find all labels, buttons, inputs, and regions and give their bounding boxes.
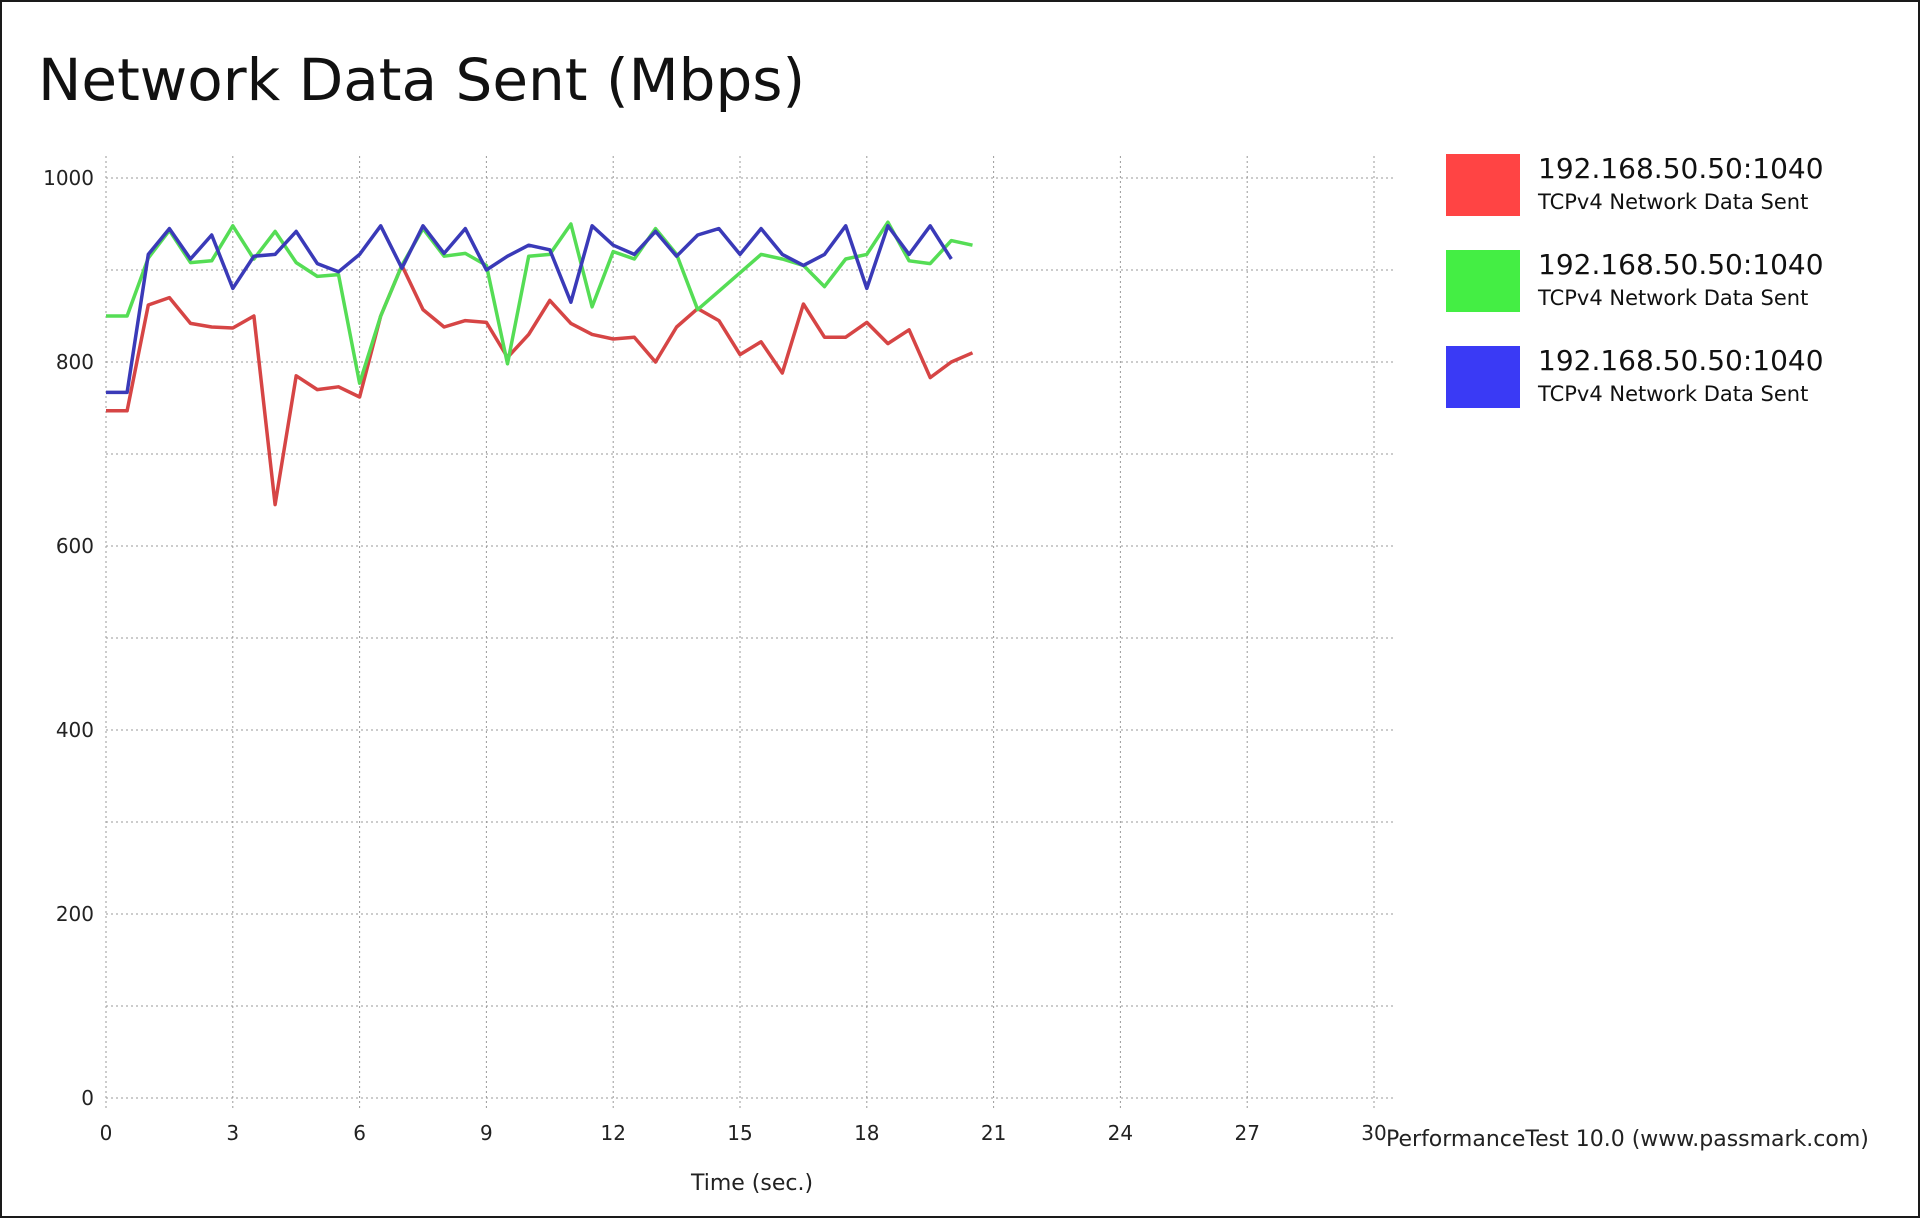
credit-text: PerformanceTest 10.0 (www.passmark.com) — [1386, 1127, 1869, 1152]
x-tick-label: 21 — [981, 1121, 1006, 1145]
x-tick-label: 6 — [353, 1121, 366, 1145]
legend-name-3: 192.168.50.50:1040 — [1538, 344, 1824, 377]
legend-name-1: 192.168.50.50:1040 — [1538, 152, 1824, 185]
legend-desc-3: TCPv4 Network Data Sent — [1538, 382, 1809, 406]
legend-item-2: 192.168.50.50:1040 TCPv4 Network Data Se… — [1446, 248, 1866, 312]
series-line-3 — [106, 224, 953, 395]
x-axis-label: Time (sec.) — [690, 1171, 813, 1196]
grid-lines — [105, 156, 1396, 1108]
x-tick-label: 24 — [1108, 1121, 1133, 1145]
legend-item-3: 192.168.50.50:1040 TCPv4 Network Data Se… — [1446, 344, 1866, 408]
y-tick-label: 200 — [56, 902, 94, 926]
chart-title: Network Data Sent (Mbps) — [38, 46, 806, 114]
y-tick-label: 600 — [56, 534, 94, 558]
y-tick-label: 400 — [56, 718, 94, 742]
x-tick-label: 0 — [100, 1121, 113, 1145]
legend-desc-2: TCPv4 Network Data Sent — [1538, 286, 1809, 310]
x-tick-label: 3 — [226, 1121, 239, 1145]
legend-item-1: 192.168.50.50:1040 TCPv4 Network Data Se… — [1446, 152, 1866, 216]
series-line-2 — [106, 220, 973, 385]
x-tick-label: 30 — [1361, 1121, 1386, 1145]
x-tick-label: 12 — [600, 1121, 625, 1145]
series-line-1 — [106, 263, 974, 507]
legend-desc-1: TCPv4 Network Data Sent — [1538, 190, 1809, 214]
x-tick-label: 18 — [854, 1121, 879, 1145]
y-tick-label: 1000 — [43, 166, 94, 190]
tick-labels: 0 200 400 600 800 1000 0 3 6 9 12 15 18 21 24 27 30 — [43, 166, 1387, 1145]
y-tick-label: 800 — [56, 350, 94, 374]
x-tick-label: 9 — [480, 1121, 493, 1145]
legend-swatch-1 — [1446, 154, 1520, 216]
x-tick-label: 15 — [727, 1121, 752, 1145]
legend-name-2: 192.168.50.50:1040 — [1538, 248, 1824, 281]
y-tick-label: 0 — [81, 1086, 94, 1110]
legend-swatch-2 — [1446, 250, 1520, 312]
x-tick-label: 27 — [1234, 1121, 1259, 1145]
series-lines — [106, 220, 974, 507]
legend-swatch-3 — [1446, 346, 1520, 408]
